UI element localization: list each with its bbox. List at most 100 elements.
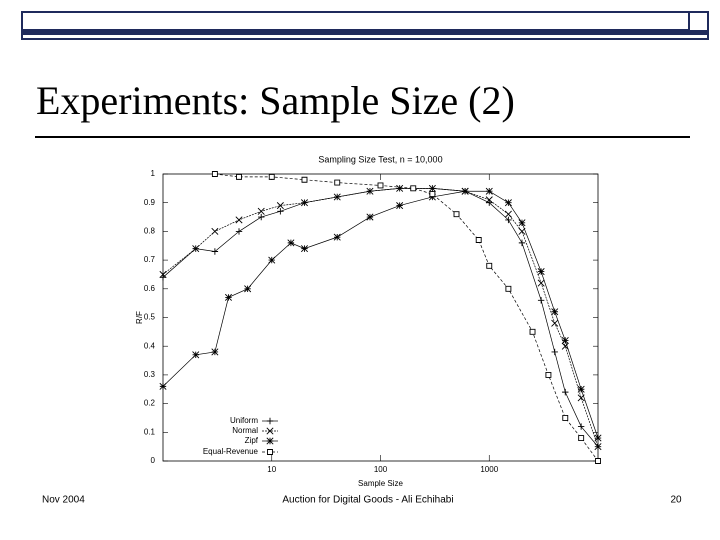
- y-tick-label: 0.1: [144, 427, 156, 436]
- y-tick-label: 0.9: [144, 198, 156, 207]
- y-tick-label: 0.2: [144, 399, 156, 408]
- legend-label: Zipf: [245, 436, 259, 445]
- data-point: [505, 285, 512, 292]
- x-axis-title: Sample Size: [358, 479, 403, 488]
- y-tick-label: 0: [151, 456, 156, 465]
- data-point: [594, 434, 602, 442]
- data-point: [211, 248, 219, 255]
- data-point: [334, 179, 341, 186]
- x-tick-label: 100: [374, 465, 388, 474]
- data-point: [518, 239, 526, 247]
- data-point: [486, 262, 493, 269]
- data-point: [410, 185, 417, 192]
- y-axis-title: R/F: [135, 311, 144, 324]
- data-point: [224, 293, 232, 301]
- legend-label: Normal: [232, 426, 258, 435]
- data-point: [159, 274, 167, 281]
- x-tick-label: 1000: [480, 465, 498, 474]
- data-point: [268, 256, 276, 264]
- data-point: [236, 173, 242, 180]
- legend-label: Uniform: [230, 416, 258, 425]
- y-tick-label: 0.6: [144, 284, 156, 293]
- data-point: [518, 227, 526, 235]
- legend-marker: [266, 417, 274, 425]
- data-point: [537, 268, 545, 276]
- data-point: [300, 245, 309, 253]
- data-point: [537, 279, 545, 287]
- data-point: [258, 213, 265, 221]
- plot-frame: [162, 173, 599, 462]
- data-point: [333, 193, 341, 201]
- data-point: [333, 233, 341, 241]
- data-point: [486, 199, 493, 206]
- data-point: [396, 202, 404, 210]
- data-point: [578, 435, 585, 441]
- data-point: [529, 328, 536, 335]
- data-point: [485, 196, 493, 204]
- data-point: [287, 239, 295, 247]
- data-point: [551, 319, 559, 327]
- y-tick-label: 0.3: [144, 370, 156, 379]
- data-point: [505, 216, 512, 224]
- legend-marker: [266, 437, 274, 445]
- data-point: [429, 191, 436, 198]
- data-point: [159, 382, 167, 390]
- y-tick-label: 0.4: [144, 341, 156, 350]
- data-point: [428, 184, 436, 192]
- footer-title: Auction for Digital Goods - Ali Echihabi: [282, 495, 453, 506]
- y-tick-label: 0.5: [144, 313, 156, 322]
- data-point: [551, 308, 559, 316]
- data-point: [192, 245, 200, 253]
- data-point: [244, 285, 252, 293]
- data-point: [562, 415, 569, 421]
- data-point: [366, 213, 374, 221]
- data-point: [577, 385, 585, 393]
- data-point: [453, 211, 460, 218]
- data-point: [211, 348, 219, 356]
- data-point: [504, 199, 512, 207]
- series-line: [214, 173, 599, 462]
- series-line: [162, 188, 599, 447]
- data-point: [461, 187, 469, 195]
- series-line: [162, 190, 599, 439]
- x-tick-label: 10: [267, 465, 276, 474]
- data-point: [545, 371, 552, 378]
- y-tick-label: 1: [151, 169, 156, 178]
- data-point: [396, 184, 404, 192]
- series-line: [162, 188, 599, 447]
- data-point: [211, 171, 218, 177]
- data-point: [562, 388, 569, 396]
- data-point: [595, 458, 601, 464]
- data-point: [276, 202, 284, 210]
- data-point: [561, 336, 569, 344]
- data-point: [518, 219, 526, 227]
- data-point: [277, 208, 284, 215]
- data-point: [561, 342, 569, 350]
- data-point: [577, 423, 585, 430]
- data-point: [159, 270, 167, 278]
- data-point: [301, 176, 308, 183]
- data-point: [504, 210, 512, 218]
- y-tick-label: 0.8: [144, 227, 156, 236]
- legend-label: Equal-Revenue: [203, 447, 259, 456]
- data-point: [257, 207, 265, 215]
- legend-marker: [267, 449, 273, 455]
- data-point: [300, 199, 309, 207]
- page-number: 20: [670, 495, 682, 506]
- header-square: [688, 11, 709, 32]
- footer-date: Nov 2004: [42, 495, 85, 506]
- data-point: [268, 173, 275, 180]
- data-point: [485, 187, 493, 195]
- chart-title: Sampling Size Test, n = 10,000: [318, 154, 442, 164]
- data-point: [377, 182, 384, 189]
- data-point: [192, 351, 200, 359]
- slide-title: Experiments: Sample Size (2): [36, 78, 515, 123]
- y-tick-label: 0.7: [144, 255, 156, 264]
- data-point: [366, 187, 374, 195]
- data-point: [475, 237, 482, 243]
- data-point: [551, 348, 558, 356]
- chart: Sampling Size Test, n = 10,000 Sample Siz…: [135, 154, 602, 488]
- legend-marker: [266, 427, 274, 435]
